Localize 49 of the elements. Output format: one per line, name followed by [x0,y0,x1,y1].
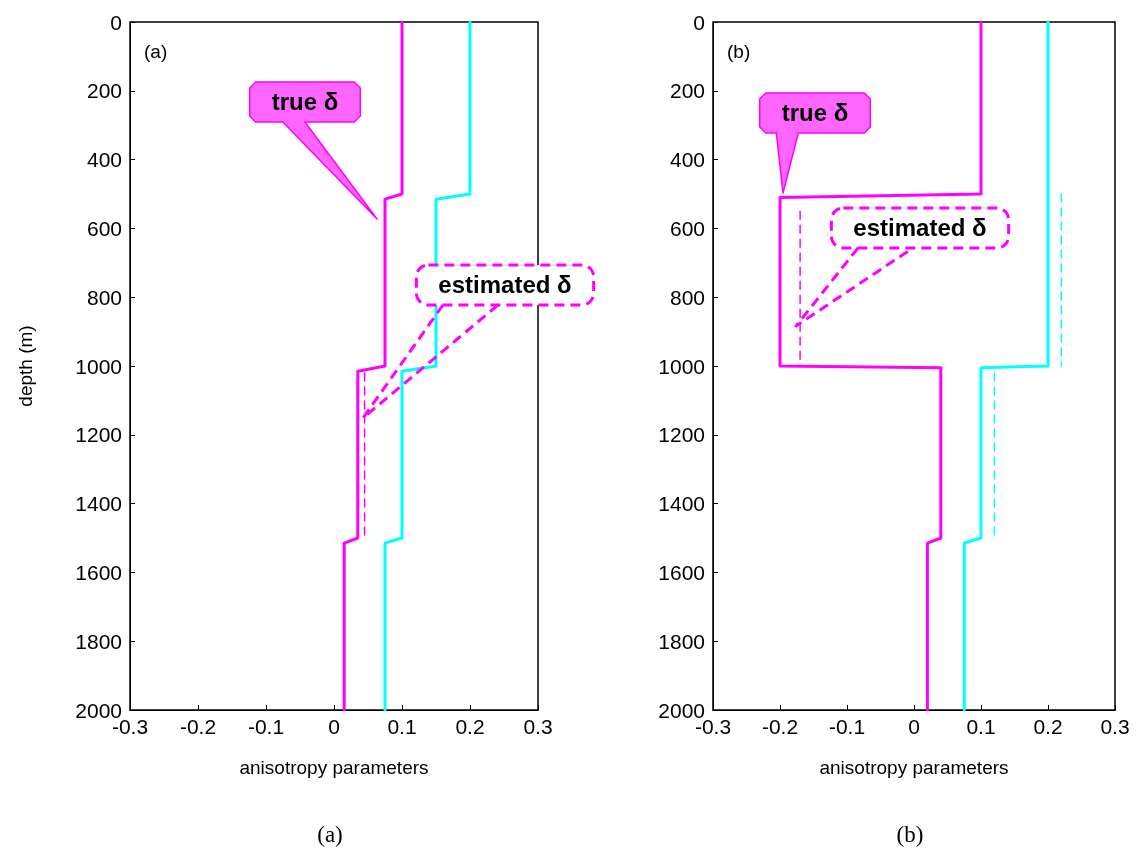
text: (a) [317,822,343,847]
speech-bubble: true δ [758,92,872,194]
y-tick-label: 400 [86,148,122,172]
x-tick-label: 0.3 [1100,715,1130,738]
text: (b) [896,822,924,847]
annotation: true δ [781,99,849,126]
x-tick-label: 0.1 [387,715,417,738]
x-tick-label: 0.2 [455,715,485,738]
x-tick-label: -0.1 [828,715,866,738]
y-tick-label: 400 [669,148,705,172]
annotation: (a) [144,41,168,62]
x-tick-label: 0.1 [966,715,996,738]
y-tick-label: 800 [86,285,122,309]
y-tick-label: 1400 [658,492,705,516]
y-tick-label: 1200 [658,423,705,447]
y-tick-label: 200 [86,79,122,103]
y-tick-label: 0 [110,10,122,34]
line-series [962,20,1050,712]
annotation: estimated δ [853,214,987,241]
y-tick-label: 600 [86,216,122,240]
annotation: estimated δ [438,271,572,298]
x-axis-title: anisotropy parameters [239,757,429,778]
y-tick-label: 1800 [658,629,705,653]
y-tick-label: 1400 [75,492,122,516]
line-series [342,20,404,712]
y-tick-label: 1600 [75,560,122,584]
x-tick-label: -0.2 [761,715,799,738]
speech-bubble: true δ [248,81,378,220]
y-axis-title: depth (m) [15,325,36,407]
x-tick-label: 0.2 [1033,715,1063,738]
y-tick-label: 1200 [75,423,122,447]
y-tick-label: 1000 [75,354,122,378]
y-tick-label: 600 [669,216,705,240]
y-tick-label: 200 [669,79,705,103]
x-tick-label: -0.2 [179,715,217,738]
annotation: true δ [271,88,339,115]
annotation: (b) [727,41,751,62]
y-tick-label: 1800 [75,629,122,653]
y-tick-label: 0 [693,10,705,34]
y-tick-label: 800 [669,285,705,309]
x-axis-title: anisotropy parameters [819,757,1009,778]
x-tick-label: -0.1 [247,715,285,738]
y-tick-label: 1000 [658,354,705,378]
y-tick-label: 1600 [658,560,705,584]
speech-bubble: estimated δ [794,206,1011,328]
x-tick-label: 0 [908,715,920,738]
x-tick-label: 0 [328,715,340,738]
speech-bubble: estimated δ [361,263,596,420]
x-tick-label: 0.3 [523,715,553,738]
